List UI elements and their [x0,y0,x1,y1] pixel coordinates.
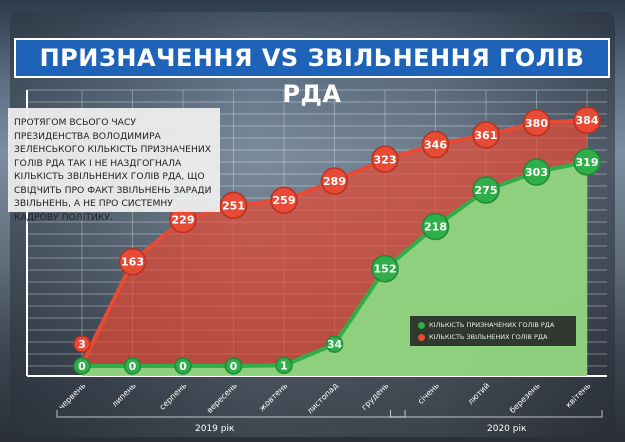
data-label: 323 [374,153,397,166]
data-label: 384 [576,114,599,127]
data-point [73,357,91,375]
year-label-2020: 2020 рік [487,424,527,434]
legend-item-dismissed: КІЛЬКІСТЬ ЗВІЛЬНЕНИХ ГОЛІВ РДА [418,331,568,343]
data-point [219,191,248,220]
data-label: 361 [475,129,498,142]
x-tick-label: грудень [360,381,391,412]
data-point [573,106,601,134]
year-bracket [56,410,406,418]
legend: КІЛЬКІСТЬ ПРИЗНАЧЕНИХ ГОЛІВ РДА КІЛЬКІСТ… [410,316,576,346]
x-tick-label: серпень [158,381,189,412]
legend-swatch [418,321,425,329]
data-label: 0 [230,360,238,373]
data-label: 34 [327,338,343,351]
data-label: 218 [424,220,447,233]
x-tick-label: березень [508,381,542,415]
data-label: 163 [121,256,144,269]
note-text: Протягом всього часу президенства Володи… [8,108,220,223]
x-tick-label: липень [110,381,138,409]
data-label: 3 [78,338,86,351]
legend-swatch [418,333,425,341]
data-point [73,335,91,353]
x-tick-label: жовтень [257,381,289,413]
legend-label: КІЛЬКІСТЬ ЗВІЛЬНЕНИХ ГОЛІВ РДА [429,333,548,341]
data-point [371,254,399,283]
data-label: 251 [222,199,245,212]
chart-title: ПРИЗНАЧЕННЯ VS ЗВІЛЬНЕННЯ ГОЛІВ РДА [14,38,610,108]
data-label: 319 [576,156,599,169]
data-label: 1 [280,359,288,372]
data-point [371,145,399,174]
x-tick-label: вересень [205,381,239,415]
data-point [123,357,142,375]
data-label: 275 [475,184,498,197]
data-point [224,357,243,375]
data-label: 0 [179,360,187,373]
data-point [472,121,500,149]
year-label-2019: 2019 рік [195,424,235,434]
data-label: 0 [78,360,86,373]
legend-item-appointed: КІЛЬКІСТЬ ПРИЗНАЧЕНИХ ГОЛІВ РДА [418,319,568,331]
data-point [573,148,601,176]
data-point [325,335,344,353]
data-point [270,186,298,214]
data-label: 0 [129,360,137,373]
data-point [421,130,450,159]
data-label: 346 [424,139,447,152]
data-label: 289 [323,175,346,188]
year-bracket [390,410,603,418]
data-label: 380 [525,117,548,130]
x-tick-label: листопад [305,381,340,416]
x-tick-label: квітень [564,381,593,410]
data-point [522,109,551,137]
data-point [275,356,293,375]
data-point [472,176,500,204]
data-label: 259 [273,194,296,207]
data-point [421,212,450,241]
data-point [118,247,147,276]
data-label: 152 [374,263,397,276]
data-label: 303 [525,166,548,179]
x-tick-label: червень [57,381,88,412]
data-point [320,167,349,195]
data-label: 229 [172,213,195,226]
x-tick-label: січень [416,381,441,406]
x-tick-label: лютий [466,381,491,406]
data-point [522,158,551,186]
legend-label: КІЛЬКІСТЬ ПРИЗНАЧЕНИХ ГОЛІВ РДА [429,321,555,329]
data-point [174,357,192,375]
